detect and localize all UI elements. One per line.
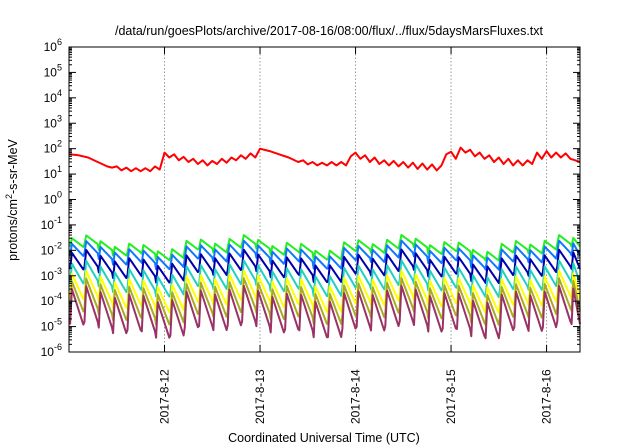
x-tick-label: 2017-8-14 bbox=[349, 369, 363, 424]
x-axis-ticks: 2017-8-12 2017-8-13 2017-8-14 2017-8-15 2017… bbox=[158, 47, 554, 424]
series-line-8 bbox=[69, 284, 581, 340]
y-tick-label: 102 bbox=[44, 139, 62, 156]
y-axis-title: protons/cm2-s-sr-MeV bbox=[4, 138, 20, 260]
x-tick-label: 2017-8-16 bbox=[540, 369, 554, 424]
series-line-3 bbox=[69, 239, 581, 271]
x-tick-label: 2017-8-15 bbox=[444, 369, 458, 424]
y-tick-label: 10-4 bbox=[41, 291, 62, 308]
x-axis-title: Coordinated Universal Time (UTC) bbox=[228, 431, 420, 445]
y-tick-label: 10-1 bbox=[41, 215, 62, 232]
y-tick-label: 10-3 bbox=[41, 266, 62, 283]
data-series bbox=[68, 146, 581, 340]
y-tick-label: 104 bbox=[44, 88, 62, 105]
series-line-1 bbox=[68, 146, 581, 173]
y-tick-label: 106 bbox=[44, 37, 62, 54]
y-tick-label: 103 bbox=[44, 113, 62, 130]
y-tick-label: 105 bbox=[44, 62, 62, 79]
chart-title: /data/run/goesPlots/archive/2017-08-16/0… bbox=[115, 24, 544, 38]
y-tick-label: 10-2 bbox=[41, 240, 62, 257]
series-line-4 bbox=[69, 248, 581, 284]
y-tick-label: 10-6 bbox=[41, 342, 62, 359]
x-tick-label: 2017-8-12 bbox=[158, 369, 172, 424]
y-tick-label: 100 bbox=[44, 190, 62, 207]
series-line-5 bbox=[69, 259, 581, 298]
y-tick-label: 10-5 bbox=[41, 317, 62, 334]
y-axis-ticks: 10-6 10-5 10-4 10-3 10-2 10-1 100 101 102 103 104 1… bbox=[41, 37, 580, 359]
series-line-2 bbox=[69, 233, 581, 262]
x-tick-label: 2017-8-13 bbox=[253, 369, 267, 424]
y-tick-label: 101 bbox=[44, 164, 62, 181]
